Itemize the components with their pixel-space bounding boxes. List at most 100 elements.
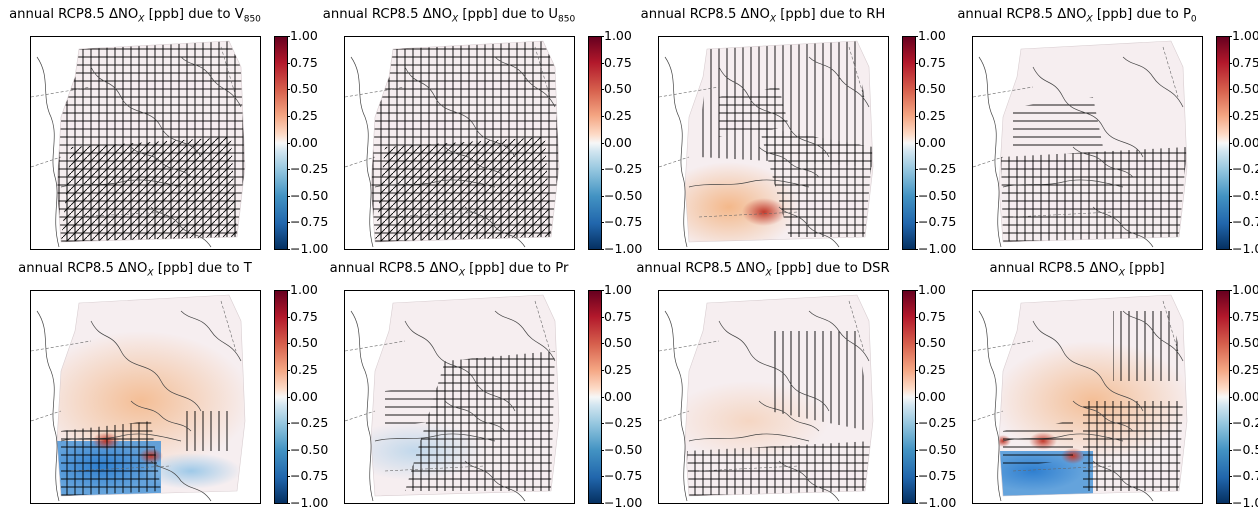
colorbar-tick-label: 0.50 — [601, 81, 632, 97]
panel-title-main: annual RCP8.5 ΔNO — [322, 7, 452, 22]
panel-title-sub: X — [138, 14, 145, 25]
colorbar-tick-label: 0.00 — [287, 134, 318, 150]
map-panel-5: annual RCP8.5 ΔNOX [ppb] due to T 1.00 0.7… — [0, 260, 328, 514]
colorbar-tick-label: −0.75 — [914, 214, 957, 230]
colorbar-tick-label: 0.75 — [287, 54, 318, 70]
colorbar-tick-label: −1.00 — [286, 241, 329, 256]
map-field — [345, 294, 560, 502]
colorbar-tick-label: 0.50 — [915, 335, 946, 351]
colorbar-tick-label: −0.25 — [1228, 162, 1258, 176]
panel-title: annual RCP8.5 ΔNOX [ppb] due to RH — [628, 6, 898, 29]
colorbar-tick-label: 0.50 — [1229, 81, 1258, 97]
map-panel-1: annual RCP8.5 ΔNOX [ppb] due to V850 1.00… — [0, 6, 328, 260]
colorbar-tick-label: −0.25 — [914, 161, 957, 177]
colorbar-tick-label: −1.00 — [914, 495, 957, 510]
map-panel-4: annual RCP8.5 ΔNOX [ppb] due to P0 1.00 0.… — [942, 6, 1258, 260]
colorbar-tick-label: −0.25 — [286, 161, 329, 177]
colorbar-tick-label: −0.50 — [600, 187, 643, 203]
colorbar-tick-label: −0.50 — [286, 441, 329, 457]
colorbar-tick-label: 1.00 — [287, 282, 318, 297]
map-plot — [658, 36, 889, 250]
panel-title-rest: [ppb] due to DSR — [771, 261, 890, 276]
colorbar-tick-label: −0.75 — [1228, 469, 1258, 483]
colorbar-tick-label: −1.00 — [600, 495, 643, 510]
colorbar-tick-label: 0.25 — [1229, 107, 1258, 123]
colorbar-tick-label: 0.25 — [287, 107, 318, 123]
colorbar-tick-label: 0.75 — [915, 54, 946, 70]
colorbar — [902, 36, 916, 250]
colorbar-tick-label: 0.25 — [915, 107, 946, 123]
colorbar-tick-label: 0.75 — [287, 308, 318, 324]
colorbar-tick-label: −0.75 — [286, 214, 329, 230]
colorbar-tick-label: 0.50 — [1229, 335, 1258, 351]
colorbar-tick-label: 1.00 — [1229, 282, 1258, 297]
panel-title-sub: X — [765, 268, 772, 279]
map-plot — [972, 36, 1203, 250]
colorbar — [588, 36, 602, 250]
colorbar-tick-label: 1.00 — [287, 28, 318, 43]
colorbar-tick-label: −0.50 — [1228, 188, 1258, 203]
panel-title-main: annual RCP8.5 ΔNO — [18, 261, 148, 276]
panel-title-main: annual RCP8.5 ΔNO — [957, 7, 1087, 22]
panel-title: annual RCP8.5 ΔNOX [ppb] due to DSR — [628, 260, 898, 283]
panel-title-sub: X — [1086, 14, 1093, 25]
panel-title-rest: [ppb] due to P — [1092, 7, 1191, 22]
colorbar-tick-label: 0.00 — [601, 388, 632, 404]
colorbar — [274, 290, 288, 504]
panel-title-sub: X — [147, 268, 154, 279]
panel-title: annual RCP8.5 ΔNOX [ppb] due to T — [0, 260, 270, 283]
colorbar-tick-label: −1.00 — [600, 241, 643, 256]
panel-title-rest: [ppb] due to RH — [776, 7, 886, 22]
panel-title-main: annual RCP8.5 ΔNO — [636, 261, 766, 276]
colorbar-tick-label: −0.50 — [914, 441, 957, 457]
colorbar-tick-label: 0.00 — [915, 134, 946, 150]
colorbar-tick-label: −1.00 — [286, 495, 329, 510]
colorbar-tick-label: −0.50 — [1228, 442, 1258, 457]
colorbar-tick-label: −0.50 — [914, 187, 957, 203]
colorbar-tick-label: 1.00 — [1229, 28, 1258, 43]
panel-title-sub: X — [1118, 268, 1125, 279]
map-field — [973, 40, 1188, 248]
colorbar-tick-label: 0.00 — [1229, 388, 1258, 404]
panel-title-sub: X — [458, 268, 465, 279]
colorbar-tick-label: 0.25 — [915, 361, 946, 377]
map-panel-2: annual RCP8.5 ΔNOX [ppb] due to U850 1.00… — [314, 6, 643, 260]
colorbar-tick-label: 0.25 — [601, 107, 632, 123]
colorbar-tick-label: 0.75 — [601, 308, 632, 324]
colorbar-tick-label: 1.00 — [601, 282, 632, 297]
colorbar-tick-label: −0.50 — [286, 187, 329, 203]
panel-title: annual RCP8.5 ΔNOX [ppb] due to U850 — [314, 6, 584, 29]
colorbar-tick-label: −1.00 — [1228, 496, 1258, 510]
colorbar-tick-label: 1.00 — [601, 28, 632, 43]
map-plot — [344, 36, 575, 250]
colorbar-tick-label: 0.25 — [1229, 361, 1258, 377]
panel-title: annual RCP8.5 ΔNOX [ppb] due to V850 — [0, 6, 270, 29]
panel-title-main: annual RCP8.5 ΔNO — [989, 261, 1119, 276]
map-field — [973, 294, 1188, 502]
map-field — [345, 40, 560, 248]
colorbar-tick-label: 0.25 — [287, 361, 318, 377]
panel-title: annual RCP8.5 ΔNOX [ppb] due to Pr — [314, 260, 584, 283]
panel-title-tail: 850 — [243, 14, 261, 25]
map-panel-6: annual RCP8.5 ΔNOX [ppb] due to Pr 1.00 0.… — [314, 260, 643, 514]
panel-title-main: annual RCP8.5 ΔNO — [640, 7, 770, 22]
colorbar-tick-label: −0.25 — [914, 415, 957, 431]
panel-title-sub: X — [769, 14, 777, 25]
colorbar-tick-label: 0.00 — [915, 388, 946, 404]
panel-title-rest: [ppb] due to Pr — [464, 261, 569, 276]
colorbar-tick-label: 1.00 — [915, 28, 946, 43]
panel-title-rest: [ppb] — [1124, 261, 1165, 276]
panel-title-tail: 0 — [1190, 14, 1197, 25]
map-plot — [344, 290, 575, 504]
colorbar-tick-label: 1.00 — [915, 282, 946, 297]
colorbar — [1216, 36, 1230, 250]
panel-title-main: annual RCP8.5 ΔNO — [9, 7, 139, 22]
panel-title-rest: [ppb] due to V — [144, 7, 244, 22]
colorbar — [1216, 290, 1230, 504]
map-plot — [30, 36, 261, 250]
colorbar-tick-label: −0.75 — [600, 468, 643, 484]
panel-title-rest: [ppb] due to U — [458, 7, 559, 22]
colorbar — [902, 290, 916, 504]
colorbar-tick-label: −0.75 — [914, 468, 957, 484]
map-panel-8: annual RCP8.5 ΔNOX [ppb] 1.00 0.75 0.50 0.25… — [942, 260, 1258, 514]
